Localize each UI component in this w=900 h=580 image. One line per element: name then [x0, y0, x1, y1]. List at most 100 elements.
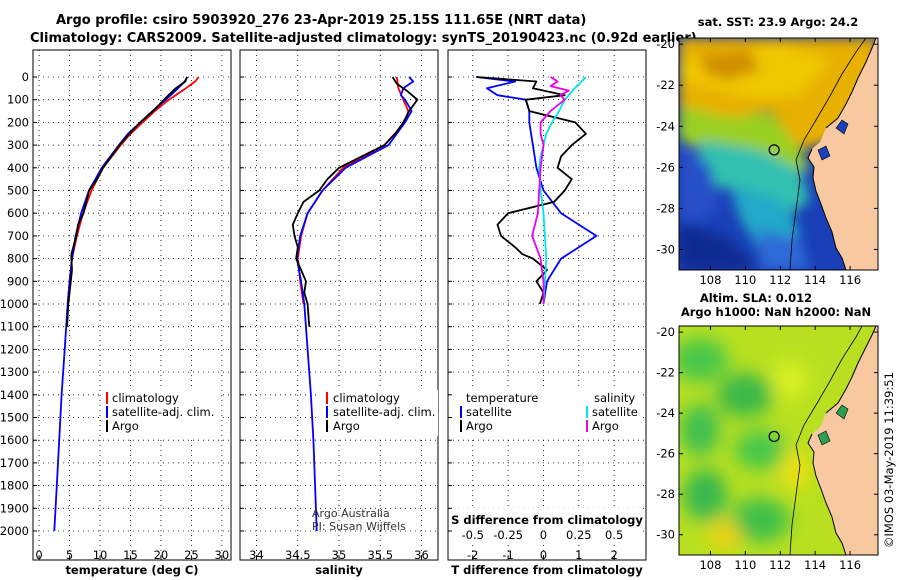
sla-argo-position-marker — [768, 430, 780, 443]
series-line-satellite-adj-clim- — [53, 76, 188, 532]
sst-map-title: sat. SST: 23.9 Argo: 24.2 — [698, 15, 858, 29]
depth-tick-labels: 0 100 200 300 400 500 600 700 800 900 1000 1100 1200… — [0, 70, 29, 538]
x-tick-label: 15 — [123, 548, 138, 562]
x-tick-label: 34 — [249, 548, 264, 562]
legend-label-argo: Argo — [333, 419, 360, 433]
legend-label-climatology: climatology — [112, 391, 179, 405]
depth-tick-label: 200 — [7, 115, 29, 129]
annotation-pi-name: PI: Susan Wijffels — [312, 520, 406, 533]
difference-x-tick-labels: -2 -1 0 1 2 — [467, 548, 618, 562]
sst-map-ticks: 108 110 112 114 116 -20 -22 -24 -26 -28 -30 — [656, 37, 878, 287]
legend-swatch-s-argo — [586, 420, 588, 432]
depth-tick-label: 1100 — [0, 320, 29, 334]
legend-swatch-t-argo — [460, 420, 462, 432]
sst-argo-position-marker — [768, 144, 780, 156]
depth-tick-label: 1200 — [0, 342, 29, 356]
lat-tick-label: -28 — [656, 487, 675, 501]
t-difference-axis-label: T difference from climatology — [451, 563, 643, 577]
s-difference-tick-label: 0.5 — [605, 528, 623, 542]
temperature-grid — [33, 50, 231, 560]
s-difference-tick-label: -0.25 — [493, 528, 523, 542]
x-tick-label: 34.5 — [285, 548, 311, 562]
series-line-argo — [66, 76, 188, 327]
temperature-xlabel: temperature (deg C) — [65, 563, 198, 577]
legend-label-satellite: satellite-adj. clim. — [333, 405, 435, 419]
lon-tick-label: 112 — [769, 558, 791, 572]
lat-tick-label: -26 — [656, 160, 675, 174]
lon-tick-label: 116 — [839, 273, 861, 287]
depth-tick-label: 2000 — [0, 524, 29, 538]
lon-tick-label: 108 — [699, 558, 721, 572]
series-line-satellite-adj-clim- — [295, 76, 415, 532]
depth-tick-label: 300 — [7, 138, 29, 152]
lon-tick-label: 110 — [734, 558, 756, 572]
sla-map-title: Altim. SLA: 0.012 — [700, 291, 812, 305]
lon-tick-label: 108 — [699, 273, 721, 287]
sla-land — [808, 326, 878, 555]
salinity-x-tick-labels: 34 34.5 35 35.5 36 — [249, 548, 429, 562]
lat-tick-label: -26 — [656, 447, 675, 461]
sst-shelf-break — [789, 38, 867, 270]
salinity-panel: 34 34.5 35 35.5 36 salinity climatology sate… — [239, 49, 439, 577]
salinity-xlabel: salinity — [315, 563, 363, 577]
x-tick-label: 2 — [611, 548, 618, 562]
difference-legend: temperature salinity satellite Argo sate… — [452, 388, 642, 436]
imos-credit: ©IMOS 03-May-2019 11:39:51 — [882, 372, 896, 548]
depth-tick-label: 1900 — [0, 501, 29, 515]
lon-tick-label: 114 — [804, 558, 826, 572]
legend-swatch-argo — [326, 420, 328, 432]
salinity-legend: climatology satellite-adj. clim. Argo — [320, 390, 438, 436]
x-tick-label: 0 — [35, 548, 42, 562]
sla-map-ticks: 108 110 112 114 116 -20 -22 -24 -26 -28 -30 — [656, 325, 878, 572]
figure-title-line2: Climatology: CARS2009. Satellite-adjuste… — [30, 31, 697, 46]
series-line-temperature-satellite — [476, 76, 598, 305]
legend-swatch-s-satellite — [586, 406, 588, 418]
series-line-temperature-argo — [476, 76, 587, 305]
lat-tick-label: -24 — [656, 119, 675, 133]
s-difference-tick-label: -0.5 — [462, 528, 484, 542]
sla-map-subtitle: Argo h1000: NaN h2000: NaN — [681, 305, 871, 319]
depth-tick-label: 1000 — [0, 297, 29, 311]
depth-tick-label: 900 — [7, 274, 29, 288]
lon-tick-label: 110 — [734, 273, 756, 287]
x-tick-label: 20 — [154, 548, 169, 562]
legend-label-argo: Argo — [112, 419, 139, 433]
sla-shelf-break — [789, 326, 863, 555]
legend-swatch-climatology — [326, 392, 328, 404]
temperature-x-tick-labels: 0 5 10 15 20 25 30 — [35, 548, 229, 562]
lat-tick-label: -30 — [656, 528, 675, 542]
temperature-series — [53, 76, 200, 532]
temperature-panel: 0100200300400500600700800900100011001200… — [0, 49, 232, 577]
x-tick-label: 35 — [332, 548, 347, 562]
series-line-argo — [291, 76, 419, 327]
lat-tick-label: -22 — [656, 78, 675, 92]
depth-tick-label: 1700 — [0, 456, 29, 470]
difference-panel-frame — [447, 49, 647, 561]
lat-tick-label: -28 — [656, 201, 675, 215]
depth-tick-label: 1800 — [0, 479, 29, 493]
legend-label-s-argo: Argo — [592, 419, 619, 433]
legend-swatch-satellite — [326, 406, 328, 418]
legend-swatch-climatology — [106, 392, 108, 404]
difference-series — [476, 76, 598, 305]
lat-tick-label: -20 — [656, 37, 675, 51]
s-difference-tick-labels: -0.5 -0.25 0 0.25 0.5 — [462, 528, 624, 542]
x-tick-label: 1 — [575, 548, 582, 562]
x-tick-label: 25 — [184, 548, 199, 562]
depth-tick-label: 0 — [22, 70, 29, 84]
salinity-series — [291, 76, 419, 532]
legend-label-climatology: climatology — [333, 391, 400, 405]
legend-label-s-satellite: satellite — [592, 405, 638, 419]
depth-tick-label: 600 — [7, 206, 29, 220]
legend-heading-temperature: temperature — [466, 391, 538, 405]
lat-tick-label: -30 — [656, 242, 675, 256]
lat-tick-label: -20 — [656, 325, 675, 339]
lat-tick-label: -24 — [656, 406, 675, 420]
x-tick-label: 30 — [215, 548, 230, 562]
lat-tick-label: -22 — [656, 366, 675, 380]
legend-heading-salinity: salinity — [594, 391, 635, 405]
depth-tick-label: 800 — [7, 252, 29, 266]
depth-tick-label: 1500 — [0, 411, 29, 425]
x-tick-label: 5 — [66, 548, 73, 562]
temperature-legend: climatology satellite-adj. clim. Argo — [102, 390, 220, 436]
